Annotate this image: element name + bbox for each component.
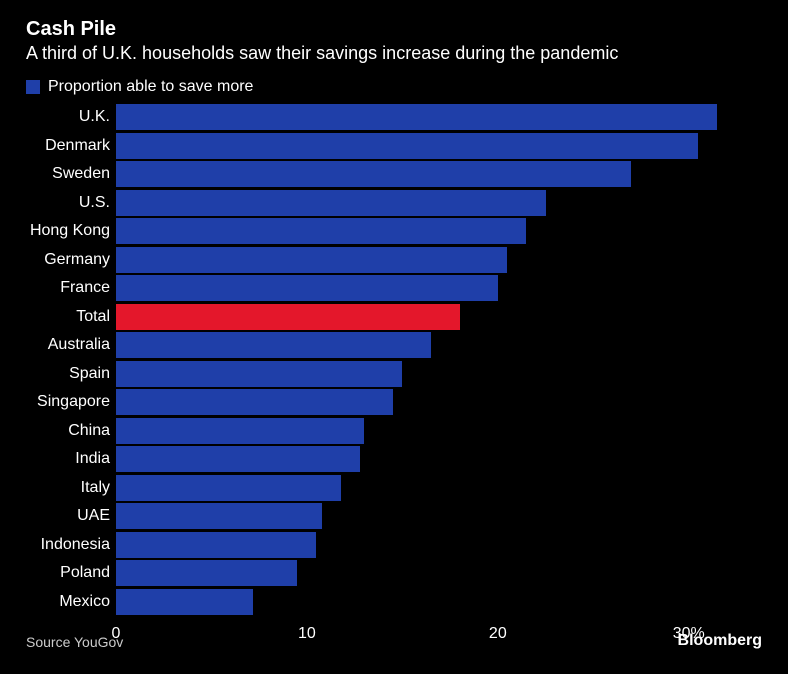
bar-label: Total	[76, 308, 116, 326]
bar	[116, 389, 393, 415]
bar-label: Germany	[44, 251, 116, 269]
bar-row: Indonesia	[116, 532, 746, 558]
bar-row: Sweden	[116, 161, 746, 187]
plot-area: U.K. DenmarkSweden U.S.Hong Kong GermanyFra…	[116, 104, 746, 651]
bar-label: Mexico	[59, 593, 116, 611]
bar-row: Poland	[116, 560, 746, 586]
bar-label: U.S.	[79, 194, 116, 212]
bar	[116, 104, 717, 130]
bar	[116, 475, 341, 501]
bar-label: Sweden	[52, 165, 116, 183]
legend-swatch	[26, 80, 40, 94]
chart-title: Cash Pile	[26, 18, 762, 41]
chart-container: Cash Pile A third of U.K. households saw…	[0, 0, 788, 674]
bar-label: Italy	[81, 479, 116, 497]
bar	[116, 361, 402, 387]
legend-label: Proportion able to save more	[48, 78, 253, 96]
bar-label: Denmark	[45, 137, 116, 155]
bar-label: Australia	[48, 336, 116, 354]
bar	[116, 247, 507, 273]
bar-row: France	[116, 275, 746, 301]
bar-row: India	[116, 446, 746, 472]
bar-row: U.K.	[116, 104, 746, 130]
bar	[116, 275, 498, 301]
chart-subtitle: A third of U.K. households saw their sav…	[26, 43, 762, 64]
bar-row: China	[116, 418, 746, 444]
bar-label: Singapore	[37, 393, 116, 411]
bar	[116, 190, 546, 216]
bar	[116, 446, 360, 472]
bar	[116, 304, 460, 330]
brand-text: Bloomberg	[678, 632, 762, 650]
legend: Proportion able to save more	[26, 78, 762, 96]
bar-row: Italy	[116, 475, 746, 501]
bar	[116, 589, 253, 615]
bar-row: UAE	[116, 503, 746, 529]
bar	[116, 418, 364, 444]
bar-row: Total	[116, 304, 746, 330]
bar	[116, 503, 322, 529]
x-axis-tick: 10	[298, 625, 316, 643]
bar	[116, 133, 698, 159]
x-axis: 0102030%	[116, 621, 746, 651]
bar-label: U.K.	[79, 108, 116, 126]
bar-label: Indonesia	[41, 536, 116, 554]
bars-wrap: U.K. DenmarkSweden U.S.Hong Kong GermanyFra…	[116, 104, 746, 617]
bar-row: Denmark	[116, 133, 746, 159]
bar	[116, 218, 526, 244]
x-axis-tick: 20	[489, 625, 507, 643]
bar-label: India	[75, 450, 116, 468]
bar-row: U.S.	[116, 190, 746, 216]
bar-label: Spain	[69, 365, 116, 383]
source-text: Source YouGov	[26, 634, 123, 650]
bar-label: Hong Kong	[30, 222, 116, 240]
bar	[116, 332, 431, 358]
bar	[116, 560, 297, 586]
bar	[116, 532, 316, 558]
bar-label: China	[68, 422, 116, 440]
bar-label: UAE	[77, 507, 116, 525]
bar-row: Spain	[116, 361, 746, 387]
bar	[116, 161, 631, 187]
bar-row: Mexico	[116, 589, 746, 615]
bar-row: Germany	[116, 247, 746, 273]
bar-row: Australia	[116, 332, 746, 358]
bar-label: Poland	[60, 564, 116, 582]
bar-row: Hong Kong	[116, 218, 746, 244]
bar-row: Singapore	[116, 389, 746, 415]
bar-label: France	[60, 279, 116, 297]
